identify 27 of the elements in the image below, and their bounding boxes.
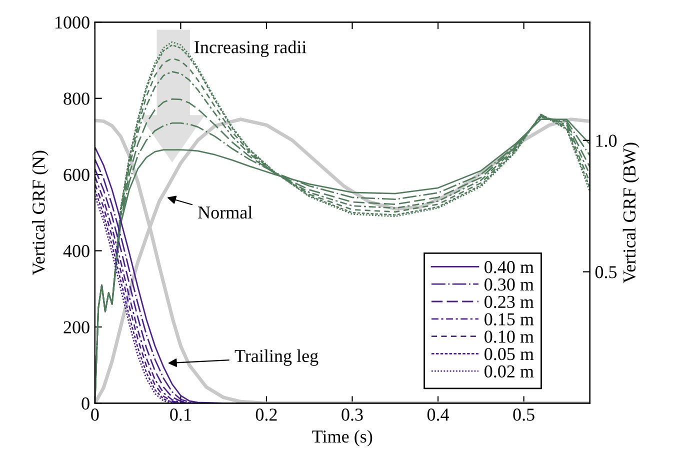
- y-tick-label: 0: [82, 397, 90, 410]
- y-tick-label: 200: [64, 321, 90, 334]
- x-tick-label: 0.4: [427, 408, 450, 421]
- legend-label: 0.40 m: [484, 261, 534, 274]
- x-tick-label: 0.5: [513, 408, 534, 421]
- legend-label: 0.15 m: [484, 313, 534, 326]
- annotation: Trailing leg: [234, 349, 318, 366]
- x-axis-title: Time (s): [312, 430, 372, 446]
- x-tick-label: 0.3: [342, 408, 363, 421]
- x-tick-label: 0.2: [256, 408, 277, 421]
- y-tick-label: 1000: [56, 16, 90, 29]
- annotation: Normal: [198, 206, 252, 219]
- y-tick-label: 600: [64, 168, 90, 181]
- x-tick-label: 0: [91, 408, 99, 421]
- y2-tick-label: 0.5: [595, 266, 617, 278]
- y-tick-label: 800: [64, 92, 90, 105]
- legend-label: 0.23 m: [484, 296, 534, 308]
- legend-label: 0.30 m: [484, 278, 534, 291]
- legend-label: 0.10 m: [484, 330, 534, 343]
- annotation: Increasing radii: [194, 40, 306, 58]
- legend-label: 0.05 m: [484, 348, 534, 360]
- y2-axis-title: Vertical GRF (BW): [622, 142, 640, 284]
- y-axis-title: Vertical GRF (N): [32, 150, 48, 276]
- y-tick-label: 400: [63, 245, 90, 258]
- y2-tick-label: 1.0: [596, 134, 617, 147]
- x-tick-label: 0.1: [170, 408, 191, 421]
- legend-label: 0.02 m: [484, 365, 534, 378]
